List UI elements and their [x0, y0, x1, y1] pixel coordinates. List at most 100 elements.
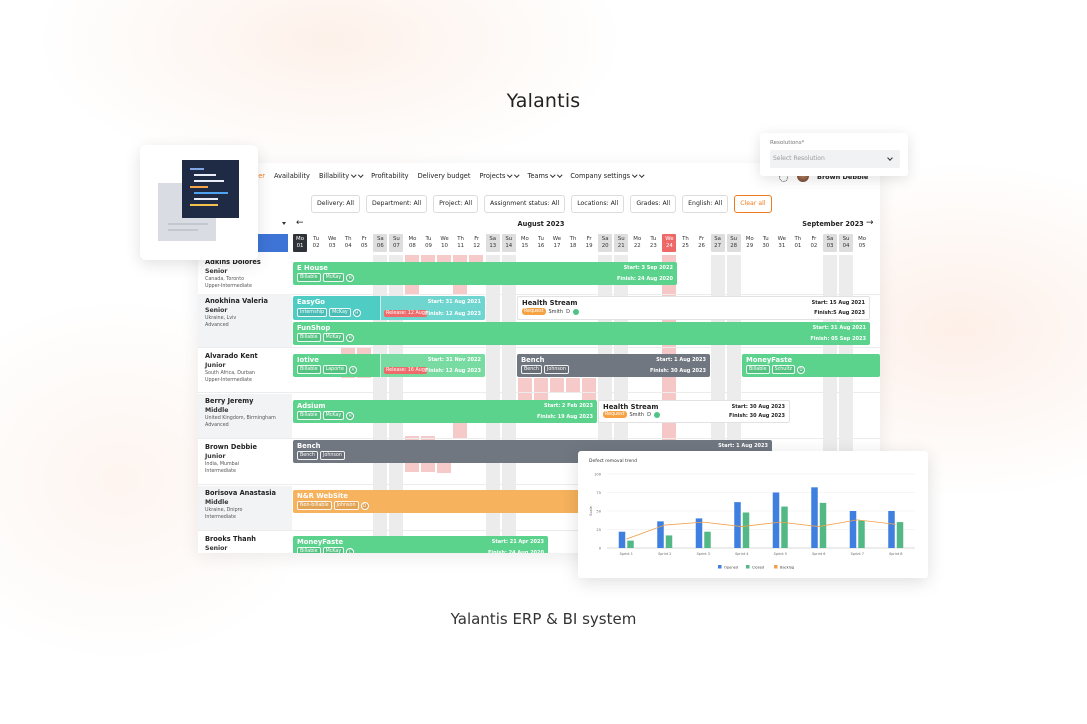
month-label: September 2023: [802, 220, 864, 228]
row-separator: [198, 438, 880, 439]
tag: Billable: [297, 411, 321, 420]
bar: [781, 506, 788, 548]
person-english: Advanced: [205, 423, 229, 428]
filter-button[interactable]: Department: All: [365, 195, 428, 213]
bar: [627, 540, 634, 548]
nav-item[interactable]: Availability: [273, 172, 310, 180]
assignment-bar[interactable]: FunShop Start: 31 Aug 2021 Finish: 05 Sep …: [293, 322, 870, 345]
chevron: [638, 172, 644, 178]
assignment-bar[interactable]: MoneyFaste Start: 21 Apr 2023 Finish: 24 A…: [293, 536, 548, 553]
start-date: Start: 15 Aug 2021: [811, 300, 865, 306]
filter-button[interactable]: Delivery: All: [311, 195, 360, 213]
person-location: India, Mumbai: [205, 462, 239, 467]
day-header: Th 11: [454, 234, 468, 252]
day-header: Tu 23: [646, 234, 660, 252]
tag: Request: [603, 411, 627, 418]
initial-badge: C: [346, 547, 355, 553]
tag: Billable: [297, 333, 321, 342]
nav-item[interactable]: Delivery budget: [417, 172, 471, 180]
day-header: Tu 16: [534, 234, 548, 252]
day-of-week: Mo: [633, 236, 642, 242]
initial-badge: D: [360, 501, 369, 510]
start-date: Start: 31 Aug 2021: [427, 299, 481, 305]
overtime-mark: [453, 423, 467, 438]
day-number: 05: [360, 243, 368, 249]
line-series: [626, 519, 896, 540]
nav-item[interactable]: Profitability: [371, 172, 409, 180]
assignment-bar[interactable]: MoneyFaste Billable Schultz D: [742, 354, 880, 377]
code-thumbnail: [140, 145, 258, 260]
day-header: Sa 03: [822, 234, 838, 252]
code-line: [194, 192, 228, 194]
tag-row: Billable McKay C: [297, 547, 355, 553]
day-header: We 10: [438, 234, 452, 252]
top-nav: PlannerAvailabilityBillabilityProfitabil…: [240, 172, 644, 180]
x-tick-label: Sprint 3: [697, 552, 710, 556]
overtime-mark: [550, 378, 564, 392]
bar: [665, 535, 673, 548]
day-header: Mo 29: [743, 234, 757, 252]
nav-item[interactable]: Projects: [479, 172, 520, 180]
chevron: [507, 172, 513, 178]
day-header: We 31: [775, 234, 789, 252]
row-separator: [198, 530, 880, 531]
filter-button[interactable]: Project: All: [433, 195, 479, 213]
assignment-bar[interactable]: E House Start: 3 Sep 2022 Finish: 24 Aug 2…: [293, 262, 677, 285]
tag-row: Request Smith D: [522, 308, 579, 315]
assignment-bar[interactable]: N&R WebSite Non-billable Johnson D: [293, 490, 580, 513]
person-english: Intermediate: [205, 515, 236, 520]
day-header: Fr 26: [695, 234, 709, 252]
day-of-week: Su: [730, 236, 738, 242]
person-name: Borisova Anastasia: [205, 489, 276, 497]
nav-item[interactable]: Company settings: [570, 172, 644, 180]
nav-item[interactable]: Teams: [527, 172, 563, 180]
code-line: [190, 204, 218, 206]
day-of-week: Th: [794, 236, 802, 242]
day-header: Su 07: [389, 234, 404, 252]
assignment-bar[interactable]: Bench Start: 1 Aug 2023 Finish: 30 Aug 202…: [517, 354, 710, 377]
day-header: Mo 01: [293, 234, 308, 252]
project-name: Adsium: [297, 402, 326, 410]
day-number: 06: [376, 243, 384, 249]
resolution-select[interactable]: Select Resolution: [770, 150, 900, 168]
day-number: 03: [328, 243, 336, 249]
assignment-bar[interactable]: Release: 16 Aug Iotive Start: 31 Nov 2022 F…: [293, 354, 485, 377]
assignment-bar[interactable]: Release: 12 Aug EasyGo Start: 31 Aug 2021 F…: [293, 296, 485, 320]
day-of-week: Fr: [474, 236, 480, 242]
day-header: Su 28: [726, 234, 741, 252]
initial-badge: H: [346, 273, 355, 282]
day-of-week: Fr: [586, 236, 592, 242]
status-dot: [572, 308, 579, 315]
assignment-bar[interactable]: Health Stream Start: 30 Aug 2023 Finish: 3…: [598, 400, 790, 423]
person-name: Adkins Dolores: [205, 258, 261, 266]
legend-label: Closed: [752, 565, 764, 569]
filter-button[interactable]: Assignment status: All: [484, 195, 566, 213]
filter-button[interactable]: English: All: [682, 195, 729, 213]
day-header: Sa 13: [485, 234, 500, 252]
clear-button[interactable]: Clear all: [734, 195, 772, 213]
assignment-bar[interactable]: Health Stream Start: 15 Aug 2021 Finish:5 …: [517, 296, 870, 320]
day-of-week: Tu: [650, 236, 657, 242]
finish-date: Finish: 05 Sep 2023: [810, 336, 866, 342]
day-header: Su 04: [839, 234, 854, 252]
project-name: EasyGo: [297, 298, 325, 306]
bar: [742, 512, 750, 548]
tag: McKay: [322, 547, 345, 553]
filter-button[interactable]: Grades: All: [630, 195, 677, 213]
day-of-week: Tu: [537, 236, 544, 242]
day-number: 29: [746, 243, 754, 249]
day-header: Tu 02: [309, 234, 323, 252]
tag-row: Non-billable Johnson D: [297, 501, 369, 510]
tag: Bench: [297, 451, 318, 460]
y-tick-label: 75: [596, 491, 601, 495]
nav-item[interactable]: Billability: [319, 172, 363, 180]
day-header: We 24: [662, 234, 677, 252]
status-dot: [653, 411, 660, 418]
bar: [896, 522, 904, 548]
filter-button[interactable]: Locations: All: [571, 195, 625, 213]
tag: Bench: [521, 365, 542, 374]
assignment-bar[interactable]: Adsium Start: 2 Feb 2023 Finish: 19 Aug 20…: [293, 400, 597, 423]
day-number: 18: [569, 243, 577, 249]
overtime-mark: [453, 285, 467, 294]
start-date: Start: 1 Aug 2023: [718, 443, 768, 449]
